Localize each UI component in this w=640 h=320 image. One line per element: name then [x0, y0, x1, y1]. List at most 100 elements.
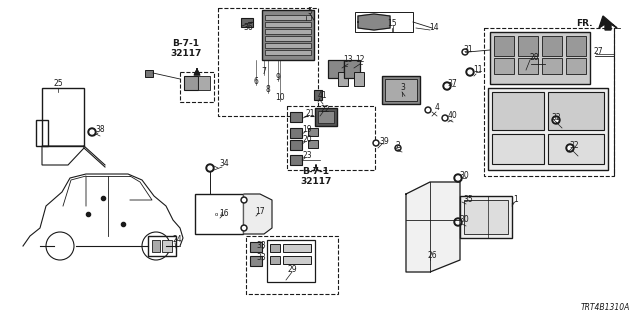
- Bar: [290, 112, 302, 122]
- Bar: [338, 72, 348, 86]
- Text: 32: 32: [551, 114, 561, 123]
- Text: 30: 30: [459, 215, 469, 225]
- Polygon shape: [599, 16, 617, 30]
- Circle shape: [395, 145, 401, 151]
- Bar: [315, 108, 337, 126]
- Bar: [385, 79, 417, 101]
- Circle shape: [468, 70, 472, 74]
- Bar: [314, 90, 322, 100]
- Bar: [42, 88, 84, 146]
- Bar: [36, 120, 48, 146]
- Bar: [283, 244, 311, 252]
- Text: 12: 12: [355, 55, 365, 65]
- Circle shape: [90, 130, 94, 134]
- Text: 11: 11: [473, 66, 483, 75]
- Bar: [218, 8, 318, 116]
- Text: 32: 32: [569, 141, 579, 150]
- Text: 29: 29: [287, 266, 297, 275]
- Text: 39: 39: [379, 137, 389, 146]
- Circle shape: [426, 108, 429, 111]
- Bar: [494, 36, 514, 56]
- Text: 17: 17: [255, 207, 265, 217]
- Circle shape: [374, 141, 378, 145]
- Bar: [265, 50, 311, 55]
- Text: 14: 14: [429, 23, 439, 33]
- Bar: [265, 29, 311, 34]
- Text: 24: 24: [172, 236, 182, 244]
- Text: 35: 35: [463, 196, 473, 204]
- Text: 36: 36: [243, 23, 253, 33]
- Bar: [566, 36, 586, 56]
- Circle shape: [373, 140, 379, 146]
- Text: 27: 27: [593, 47, 603, 57]
- Text: o A: o A: [214, 212, 223, 217]
- Text: FR.: FR.: [577, 19, 593, 28]
- Circle shape: [568, 146, 572, 150]
- Bar: [492, 134, 544, 164]
- Circle shape: [554, 118, 558, 122]
- Bar: [460, 196, 512, 238]
- Bar: [548, 92, 604, 130]
- Text: 40: 40: [448, 111, 458, 121]
- Text: 20: 20: [302, 135, 312, 145]
- Text: 41: 41: [317, 92, 327, 100]
- Bar: [184, 76, 198, 90]
- Circle shape: [552, 116, 560, 124]
- Circle shape: [88, 128, 96, 136]
- Circle shape: [462, 49, 468, 55]
- Bar: [290, 128, 302, 138]
- Text: 2: 2: [396, 141, 401, 150]
- Bar: [162, 240, 172, 252]
- Text: 23: 23: [302, 151, 312, 161]
- Polygon shape: [406, 182, 460, 272]
- Bar: [308, 128, 318, 136]
- Text: 15: 15: [387, 20, 397, 28]
- Text: 25: 25: [53, 79, 63, 89]
- Bar: [344, 60, 360, 78]
- Text: TRT4B1310A: TRT4B1310A: [580, 303, 630, 312]
- Bar: [566, 58, 586, 74]
- Polygon shape: [244, 194, 272, 234]
- Bar: [250, 256, 262, 266]
- Circle shape: [566, 144, 574, 152]
- Circle shape: [425, 107, 431, 113]
- Bar: [145, 70, 153, 77]
- Circle shape: [456, 176, 460, 180]
- Circle shape: [442, 115, 448, 121]
- Text: 8: 8: [266, 85, 270, 94]
- Bar: [283, 256, 311, 264]
- Text: 33: 33: [256, 253, 266, 262]
- Text: 13: 13: [343, 55, 353, 65]
- Bar: [484, 28, 614, 176]
- Circle shape: [444, 116, 447, 119]
- Bar: [318, 111, 334, 123]
- Bar: [464, 200, 508, 234]
- Text: 26: 26: [427, 252, 437, 260]
- Circle shape: [445, 84, 449, 88]
- Bar: [246, 236, 338, 294]
- Bar: [267, 240, 315, 282]
- Bar: [180, 72, 214, 102]
- Text: 5: 5: [308, 7, 312, 17]
- Circle shape: [241, 225, 247, 231]
- Text: 19: 19: [302, 125, 312, 134]
- Bar: [195, 194, 243, 234]
- Circle shape: [397, 147, 399, 149]
- Polygon shape: [358, 14, 390, 30]
- Text: 1: 1: [514, 196, 518, 204]
- Bar: [265, 15, 311, 20]
- Text: 22: 22: [320, 106, 330, 115]
- Circle shape: [463, 51, 467, 53]
- Bar: [290, 140, 302, 150]
- Text: 28: 28: [529, 53, 539, 62]
- Bar: [548, 134, 604, 164]
- Text: 32117: 32117: [300, 178, 332, 187]
- Circle shape: [243, 198, 246, 202]
- Text: 33: 33: [256, 242, 266, 251]
- Bar: [542, 58, 562, 74]
- Bar: [287, 106, 375, 170]
- Bar: [250, 242, 262, 252]
- Bar: [328, 60, 344, 78]
- Bar: [308, 140, 318, 148]
- Text: 4: 4: [435, 103, 440, 113]
